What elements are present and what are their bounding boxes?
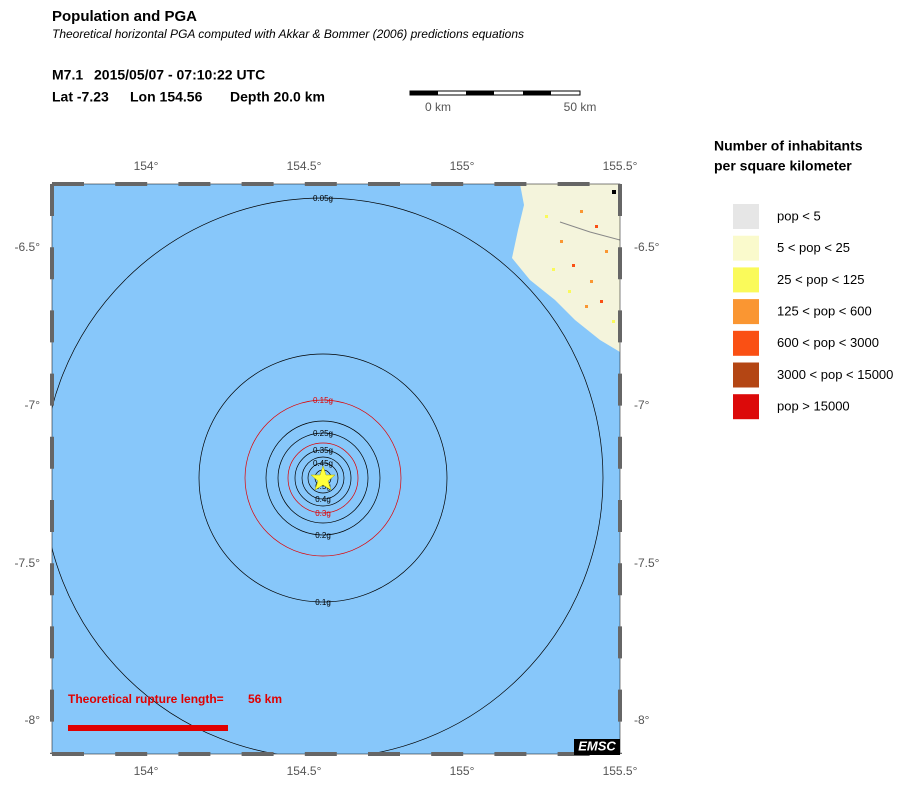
pga-label: 0.45g xyxy=(313,459,333,468)
legend-label: pop > 15000 xyxy=(777,399,850,414)
lon-tick-label: 154° xyxy=(134,764,159,778)
pga-label: 0.5g xyxy=(315,482,331,491)
lon-tick-label: 154.5° xyxy=(287,159,322,173)
magnitude: M7.1 xyxy=(52,67,83,83)
legend-label: 5 < pop < 25 xyxy=(777,240,850,255)
title: Population and PGA xyxy=(52,8,197,25)
map-frame xyxy=(50,182,622,756)
depth: Depth 20.0 km xyxy=(230,89,325,105)
pga-label: 0.35g xyxy=(313,446,333,455)
legend-title: per square kilometer xyxy=(714,158,852,174)
legend-label: 600 < pop < 3000 xyxy=(777,335,879,350)
legend-label: 3000 < pop < 15000 xyxy=(777,367,893,382)
lat-tick-label: -8° xyxy=(634,713,650,727)
pga-contour xyxy=(307,462,339,494)
border xyxy=(559,221,620,241)
rupture-length: 56 km xyxy=(248,692,282,706)
epicenter xyxy=(310,465,336,491)
legend-swatch xyxy=(733,204,759,229)
sea xyxy=(52,184,620,754)
lon-tick-label: 155° xyxy=(450,159,475,173)
scale-bar xyxy=(409,90,581,96)
pga-label: 0.4g xyxy=(315,495,331,504)
legend-swatch xyxy=(733,235,759,261)
legend-swatch xyxy=(733,267,759,293)
longitude: Lon 154.56 xyxy=(130,89,203,105)
subtitle: Theoretical horizontal PGA computed with… xyxy=(52,27,524,41)
scale-end: 50 km xyxy=(564,100,597,114)
lat-tick-label: -7° xyxy=(25,398,41,412)
lon-tick-label: 154.5° xyxy=(287,764,322,778)
lon-tick-label: 155.5° xyxy=(603,159,638,173)
lon-tick-label: 155.5° xyxy=(603,764,638,778)
pga-contour xyxy=(265,420,381,536)
pga-label: 0.05g xyxy=(313,194,333,203)
legend-label: 25 < pop < 125 xyxy=(777,272,864,287)
lat-tick-label: -7.5° xyxy=(634,556,660,570)
legend-label: 125 < pop < 600 xyxy=(777,304,872,319)
latitude: Lat -7.23 xyxy=(52,89,109,105)
lat-tick-label: -8° xyxy=(25,713,41,727)
pga-label: 0.2g xyxy=(315,531,331,540)
population-cells xyxy=(545,190,616,323)
logo-box xyxy=(574,739,620,755)
pga-label: 0.3g xyxy=(315,509,331,518)
land xyxy=(512,184,620,352)
lat-tick-label: -7° xyxy=(634,398,650,412)
pga-contour xyxy=(277,432,369,524)
pga-contour xyxy=(198,353,448,603)
pga-label: 0.25g xyxy=(313,429,333,438)
legend-swatch xyxy=(733,299,759,325)
legend-swatch xyxy=(733,330,759,356)
pga-contour xyxy=(244,399,402,557)
lat-tick-label: -6.5° xyxy=(15,240,41,254)
logo: EMSC xyxy=(578,738,616,753)
lon-tick-label: 155° xyxy=(450,764,475,778)
scale-start: 0 km xyxy=(425,100,451,114)
pga-contour xyxy=(301,456,345,500)
pga-label: 0.1g xyxy=(315,598,331,607)
map-area: 0.05g 0.1g 0.15g 0.2g 0.25g 0.3g 0.35g 0.4g 0.45… xyxy=(52,184,620,754)
pga-contour xyxy=(294,449,352,507)
legend-swatch xyxy=(733,362,759,388)
legend-label: pop < 5 xyxy=(777,208,821,223)
datetime: 2015/05/07 - 07:10:22 UTC xyxy=(94,67,265,83)
rupture-label: Theoretical rupture length= xyxy=(68,692,224,706)
lat-tick-label: -7.5° xyxy=(15,556,41,570)
legend-title: Number of inhabitants xyxy=(714,138,863,154)
pga-contour xyxy=(287,442,359,514)
lat-tick-label: -6.5° xyxy=(634,240,660,254)
rupture-bar xyxy=(68,725,228,731)
legend-swatch xyxy=(733,394,759,420)
pga-contour xyxy=(52,197,604,754)
pga-label: 0.15g xyxy=(313,396,333,405)
lon-tick-label: 154° xyxy=(134,159,159,173)
